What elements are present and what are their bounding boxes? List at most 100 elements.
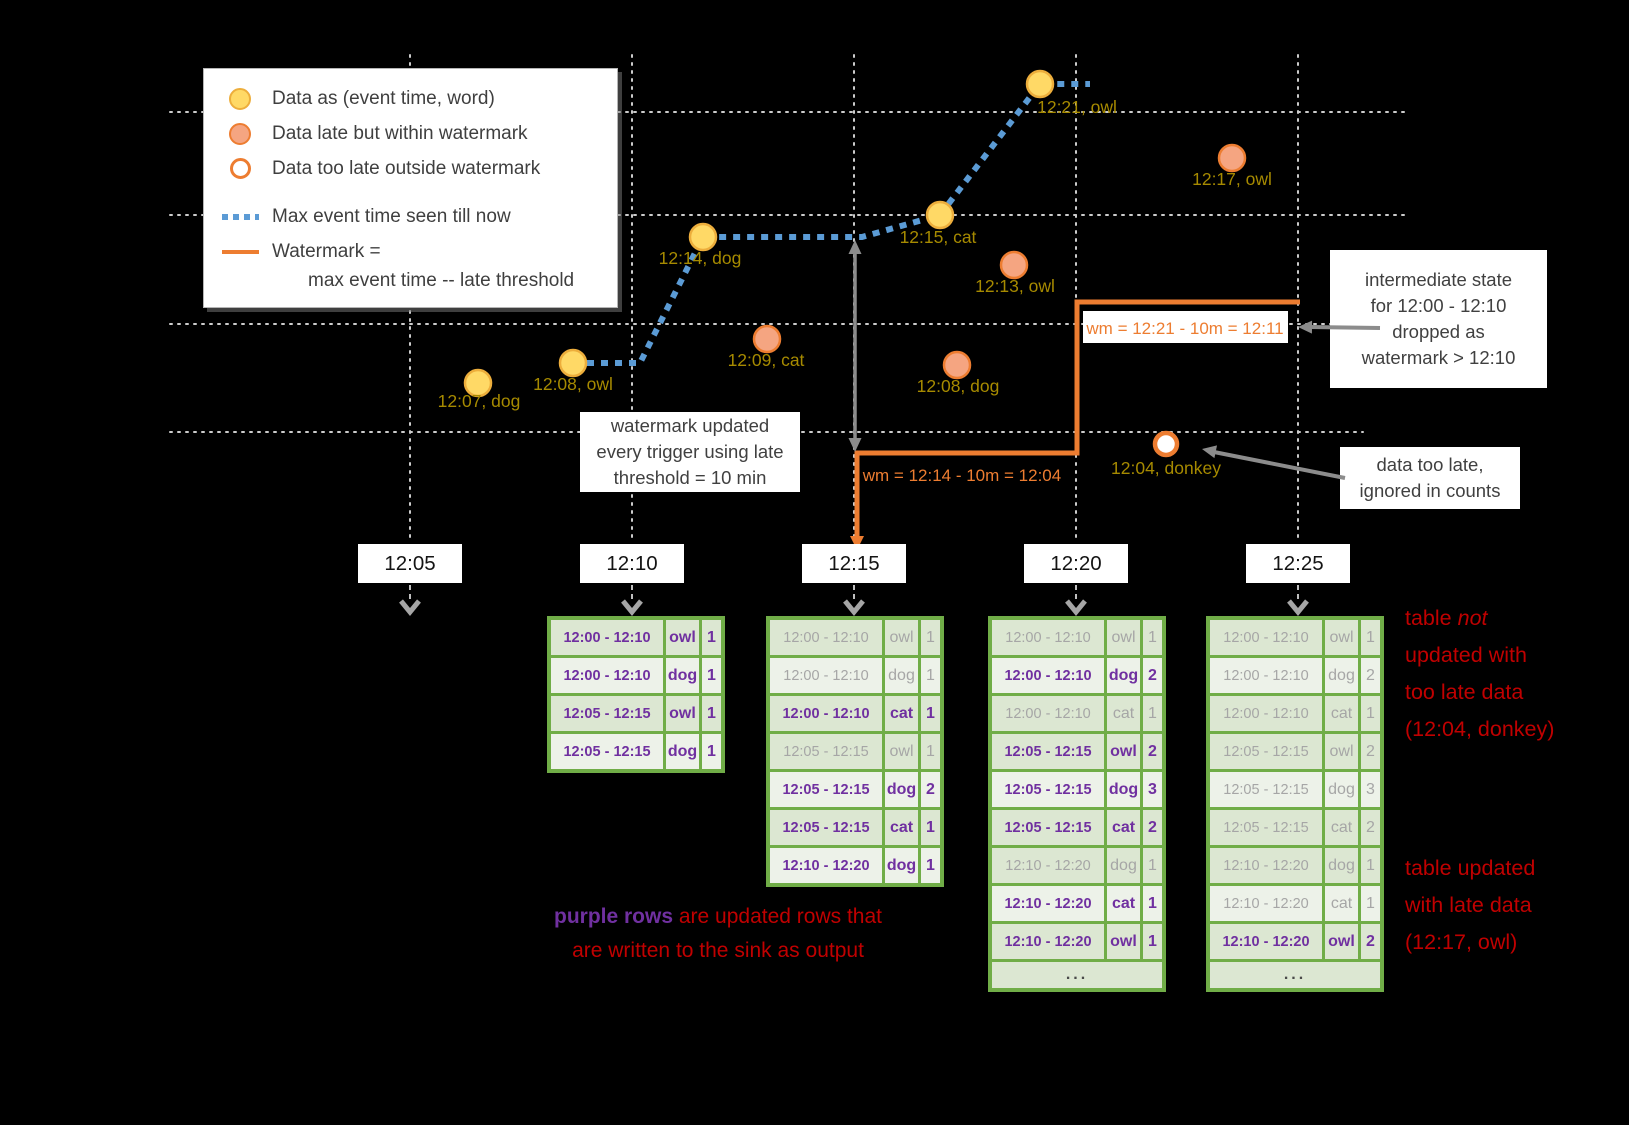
table-cell-window: 12:00 - 12:10 <box>1210 696 1322 731</box>
table-cell-window: 12:10 - 12:20 <box>992 924 1104 959</box>
table-cell-window: 12:10 - 12:20 <box>1210 924 1322 959</box>
table-row: 12:05 - 12:15 owl 2 <box>992 734 1162 769</box>
table-cell-word: cat <box>1107 696 1140 731</box>
table-row: 12:10 - 12:20 owl 2 <box>1210 924 1380 959</box>
table-cell-word: owl <box>1107 924 1140 959</box>
table-cell-count: 1 <box>1143 620 1162 655</box>
table-not-updated-line: updated with <box>1405 643 1527 667</box>
purple-rows-rest: are updated rows that <box>673 905 882 928</box>
result-table: 12:00 - 12:10 owl 1 12:00 - 12:10 dog 1 12:00 … <box>766 616 944 887</box>
table-cell-count: 2 <box>1361 924 1380 959</box>
table-cell-count: 1 <box>1361 886 1380 921</box>
callout-line: watermark updated <box>610 415 770 436</box>
table-cell-window: 12:05 - 12:15 <box>1210 734 1322 769</box>
table-cell-count: 2 <box>1143 658 1162 693</box>
trigger-time-label: 12:15 <box>802 544 906 583</box>
purple-rows-highlight: purple rows <box>554 905 674 928</box>
table-cell-window: 12:00 - 12:10 <box>992 696 1104 731</box>
table-cell-word: cat <box>1325 886 1358 921</box>
table-cell-count: 1 <box>921 696 940 731</box>
legend-point-toolate-icon <box>220 158 260 179</box>
table-row: 12:00 - 12:10 cat 1 <box>770 696 940 731</box>
table-cell-word: owl <box>1107 620 1140 655</box>
table-row: 12:00 - 12:10 dog 1 <box>551 658 721 693</box>
table-cell-count: 1 <box>1143 924 1162 959</box>
table-cell-window: 12:05 - 12:15 <box>551 696 663 731</box>
legend-label-continuation: max event time -- late threshold <box>308 270 575 291</box>
table-row: 12:00 - 12:10 dog 1 <box>770 658 940 693</box>
table-cell-window: 12:00 - 12:10 <box>992 620 1104 655</box>
table-ellipsis-row: ... <box>1210 962 1380 988</box>
callout-line: intermediate state <box>1364 269 1513 290</box>
table-cell-count: 1 <box>921 620 940 655</box>
table-cell-window: 12:00 - 12:10 <box>1210 658 1322 693</box>
legend-label: Max event time seen till now <box>272 205 511 227</box>
table-cell-count: 1 <box>921 810 940 845</box>
table-cell-window: 12:00 - 12:10 <box>1210 620 1322 655</box>
callout-intermediate-state-note: intermediate state for 12:00 - 12:10 dropp… <box>1330 250 1547 388</box>
legend-point-late-icon <box>220 122 260 145</box>
table-updated-line: with late data <box>1405 893 1532 917</box>
legend-point-toolate-icon <box>229 158 251 179</box>
table-cell-word: owl <box>1325 734 1358 769</box>
table-cell-count: 1 <box>1361 848 1380 883</box>
table-cell-window: 12:00 - 12:10 <box>770 620 882 655</box>
table-cell-word: dog <box>1107 772 1140 807</box>
table-cell-window: 12:05 - 12:15 <box>992 734 1104 769</box>
table-cell-count: 2 <box>1361 658 1380 693</box>
table-cell-word: dog <box>885 772 918 807</box>
table-cell-word: dog <box>1107 848 1140 883</box>
table-cell-count: 2 <box>1143 734 1162 769</box>
legend-label: Watermark = <box>272 240 381 262</box>
table-row: 12:05 - 12:15 dog 3 <box>1210 772 1380 807</box>
table-cell-count: 1 <box>1143 848 1162 883</box>
table-cell-window: 12:05 - 12:15 <box>770 772 882 807</box>
table-cell-word: dog <box>1325 772 1358 807</box>
result-table: 12:00 - 12:10 owl 1 12:00 - 12:10 dog 2 12:00 … <box>1206 616 1384 992</box>
table-not-updated-line: too late data <box>1405 680 1524 704</box>
table-cell-count: 3 <box>1361 772 1380 807</box>
table-cell-count: 1 <box>921 848 940 883</box>
table-cell-word: owl <box>1107 734 1140 769</box>
table-cell-count: 1 <box>921 734 940 769</box>
legend: Data as (event time, word) Data late but … <box>203 68 618 308</box>
table-cell-word: owl <box>885 734 918 769</box>
table-updated-line: (12:17, owl) <box>1405 930 1518 954</box>
table-cell-word: owl <box>1325 620 1358 655</box>
table-row: 12:10 - 12:20 owl 1 <box>992 924 1162 959</box>
legend-watermark-line-icon <box>221 249 259 254</box>
table-cell-word: cat <box>1107 886 1140 921</box>
legend-label: Data as (event time, word) <box>272 87 495 109</box>
table-cell-window: 12:00 - 12:10 <box>770 696 882 731</box>
table-ellipsis-row: ... <box>992 962 1162 988</box>
table-cell-word: dog <box>1325 658 1358 693</box>
table-cell-count: 1 <box>1361 620 1380 655</box>
table-row: 12:05 - 12:15 cat 2 <box>1210 810 1380 845</box>
table-not-updated-em: not <box>1457 606 1488 630</box>
table-cell-word: owl <box>666 696 699 731</box>
trigger-time-label: 12:25 <box>1246 544 1350 583</box>
table-cell-window: 12:05 - 12:15 <box>1210 810 1322 845</box>
table-cell-count: 1 <box>702 734 721 769</box>
table-cell-window: 12:10 - 12:20 <box>992 886 1104 921</box>
legend-max-event-line-icon <box>221 213 259 220</box>
table-row: 12:00 - 12:10 owl 1 <box>992 620 1162 655</box>
table-cell-window: 12:05 - 12:15 <box>770 734 882 769</box>
table-cell-window: 12:05 - 12:15 <box>770 810 882 845</box>
table-cell-window: 12:10 - 12:20 <box>1210 848 1322 883</box>
trigger-time-label: 12:05 <box>358 544 462 583</box>
legend-label: Data late but within watermark <box>272 122 528 144</box>
table-row: 12:00 - 12:10 owl 1 <box>1210 620 1380 655</box>
table-row: 12:05 - 12:15 dog 2 <box>770 772 940 807</box>
table-row: 12:00 - 12:10 dog 2 <box>1210 658 1380 693</box>
table-row: 12:05 - 12:15 owl 2 <box>1210 734 1380 769</box>
table-cell-count: 1 <box>702 620 721 655</box>
table-cell-window: 12:05 - 12:15 <box>1210 772 1322 807</box>
table-updated-line: table updated <box>1405 856 1536 880</box>
table-row: 12:00 - 12:10 dog 2 <box>992 658 1162 693</box>
table-cell-count: 1 <box>1143 886 1162 921</box>
table-cell-count: 1 <box>1143 696 1162 731</box>
purple-rows-note: purple rows are updated rows that are wr… <box>468 900 968 968</box>
table-cell-word: owl <box>666 620 699 655</box>
